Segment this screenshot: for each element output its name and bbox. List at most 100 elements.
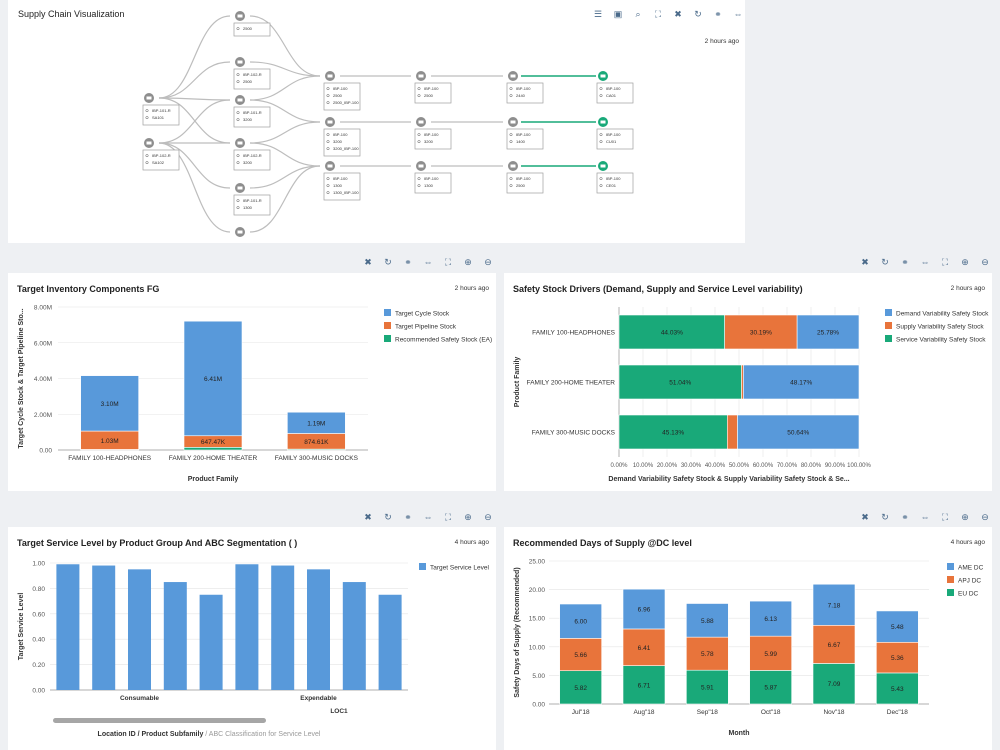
chart-title: Target Service Level by Product Group An… xyxy=(17,538,298,548)
data-label: 25.78% xyxy=(817,330,839,337)
fullscreen-icon[interactable]: ⛶ xyxy=(941,257,949,267)
delete-icon[interactable]: ✖ xyxy=(674,9,682,19)
zoom-out-icon[interactable]: ⊖ xyxy=(484,257,492,267)
split-icon[interactable]: ⇔ xyxy=(423,257,433,267)
bar xyxy=(199,594,223,690)
days-supply-toolbar: ✖ ↻ ⚭ ⇔ ⛶ ⊕ ⊖ xyxy=(860,512,990,522)
x-tick-label: FAMILY 100-HEADPHONES xyxy=(68,455,152,462)
y-tick-label: 25.00 xyxy=(529,559,546,566)
refresh-icon[interactable]: ↻ xyxy=(881,512,889,522)
chart-timestamp: 4 hours ago xyxy=(950,539,985,546)
node-glyph xyxy=(146,96,152,100)
bar-segment xyxy=(796,314,860,350)
node-label-icon xyxy=(509,133,513,137)
supply-chain-graph[interactable]: 2500 IBP-102-R 2500 IBP-101-R 3200 IBP-102-R 3… xyxy=(8,0,745,243)
zoom-out-icon[interactable]: ⊖ xyxy=(981,257,989,267)
fullscreen-icon[interactable]: ⛶ xyxy=(444,257,452,267)
split-icon[interactable]: ⇔ xyxy=(423,512,433,522)
x-tick-label: 30.00% xyxy=(681,463,702,469)
refresh-icon[interactable]: ↻ xyxy=(384,512,392,522)
delete-icon[interactable]: ✖ xyxy=(364,257,372,267)
node-box xyxy=(323,128,361,157)
node-box xyxy=(233,149,271,171)
y-tick-label: 8.00M xyxy=(34,305,52,312)
data-label: 5.91 xyxy=(701,685,714,692)
group-label: Consumable xyxy=(120,695,159,702)
link-icon[interactable]: ⚭ xyxy=(714,9,722,19)
link-icon[interactable]: ⚭ xyxy=(404,257,412,267)
split-icon[interactable]: ⇔ xyxy=(920,257,930,267)
node-label: 2500 xyxy=(243,26,253,31)
node-box xyxy=(414,82,452,104)
split-icon[interactable]: ⇔ xyxy=(733,9,743,19)
x-axis-title: Demand Variability Safety Stock & Supply… xyxy=(608,476,849,483)
chart-timestamp: 2 hours ago xyxy=(454,285,489,292)
link-icon[interactable]: ⚭ xyxy=(901,257,909,267)
data-label: 30.19% xyxy=(750,330,772,337)
legend-label: Service Variability Safety Stock xyxy=(896,337,986,344)
node-glyph xyxy=(237,98,243,102)
location-node: IBP-100 1400 xyxy=(506,116,544,150)
refresh-icon[interactable]: ↻ xyxy=(694,9,702,19)
node-label: 2500 xyxy=(333,93,343,98)
refresh-icon[interactable]: ↻ xyxy=(881,257,889,267)
node-glyph xyxy=(237,14,243,18)
y-tick-label: 0.60 xyxy=(32,611,45,618)
y-tick-label: 15.00 xyxy=(529,616,546,623)
zoom-in-icon[interactable]: ⊕ xyxy=(464,257,472,267)
link-icon[interactable]: ⚭ xyxy=(901,512,909,522)
node-label-icon xyxy=(326,94,330,98)
data-label: 647.47K xyxy=(201,439,226,446)
x-tick-label: 40.00% xyxy=(705,463,726,469)
zoom-icon[interactable]: ⌕ xyxy=(635,9,641,19)
link-icon[interactable]: ⚭ xyxy=(404,512,412,522)
split-icon[interactable]: ⇔ xyxy=(920,512,930,522)
legend-label: Target Cycle Stock xyxy=(395,311,450,318)
delete-icon[interactable]: ✖ xyxy=(861,257,869,267)
bar-segment xyxy=(80,375,139,432)
zoom-in-icon[interactable]: ⊕ xyxy=(961,512,969,522)
data-label: 3.10M xyxy=(101,401,119,408)
horizontal-scrollbar[interactable] xyxy=(53,718,266,723)
supply-link xyxy=(249,61,321,77)
zoom-out-icon[interactable]: ⊖ xyxy=(484,512,492,522)
node-label-icon xyxy=(417,87,421,91)
node-label-icon xyxy=(145,161,149,165)
select-icon[interactable]: ▣ xyxy=(613,9,623,19)
fullscreen-icon[interactable]: ⛶ xyxy=(444,512,452,522)
refresh-icon[interactable]: ↻ xyxy=(384,257,392,267)
list-icon[interactable]: ☰ xyxy=(593,9,603,19)
supply-link xyxy=(249,165,321,233)
data-label: 874.61K xyxy=(304,439,329,446)
chart-timestamp: 4 hours ago xyxy=(454,539,489,546)
node-box xyxy=(142,104,180,126)
bar-segment xyxy=(622,588,666,630)
factory-icon xyxy=(234,182,246,194)
delete-icon[interactable]: ✖ xyxy=(364,512,372,522)
data-label: 1.03M xyxy=(101,438,119,445)
node-glyph xyxy=(146,141,152,145)
zoom-out-icon[interactable]: ⊖ xyxy=(981,512,989,522)
node-label: IBP-100 xyxy=(424,176,439,181)
supply-chain-toolbar: ☰ ▣ ⌕ ⛶ ✖ ↻ ⚭ ⇔ xyxy=(593,9,743,19)
x-tick-label: Jul"18 xyxy=(572,709,590,716)
chart-title: Recommended Days of Supply @DC level xyxy=(513,538,692,548)
safety-stock-chart: 0.00% 10.00% 20.00% 30.00% 40.00% 50.00% 60.00… xyxy=(514,307,989,483)
zoom-in-icon[interactable]: ⊕ xyxy=(464,512,472,522)
legend-label: APJ DC xyxy=(958,578,981,585)
zoom-in-icon[interactable]: ⊕ xyxy=(961,257,969,267)
delete-icon[interactable]: ✖ xyxy=(861,512,869,522)
node-label: IBP-102-R xyxy=(243,72,262,77)
y-tick-label: 20.00 xyxy=(529,587,546,594)
fullscreen-icon[interactable]: ⛶ xyxy=(941,512,949,522)
location-node: IBP-102-R 2500 xyxy=(233,56,271,90)
node-label-icon xyxy=(509,94,513,98)
node-label: 1400 xyxy=(516,139,526,144)
data-label: 5.66 xyxy=(574,652,587,659)
node-label: 3200 xyxy=(424,139,434,144)
bar-segment xyxy=(812,583,856,626)
node-label: 1300 xyxy=(243,205,253,210)
node-label-icon xyxy=(599,177,603,181)
data-label: 5.88 xyxy=(701,618,714,625)
fullscreen-icon[interactable]: ⛶ xyxy=(654,9,662,19)
